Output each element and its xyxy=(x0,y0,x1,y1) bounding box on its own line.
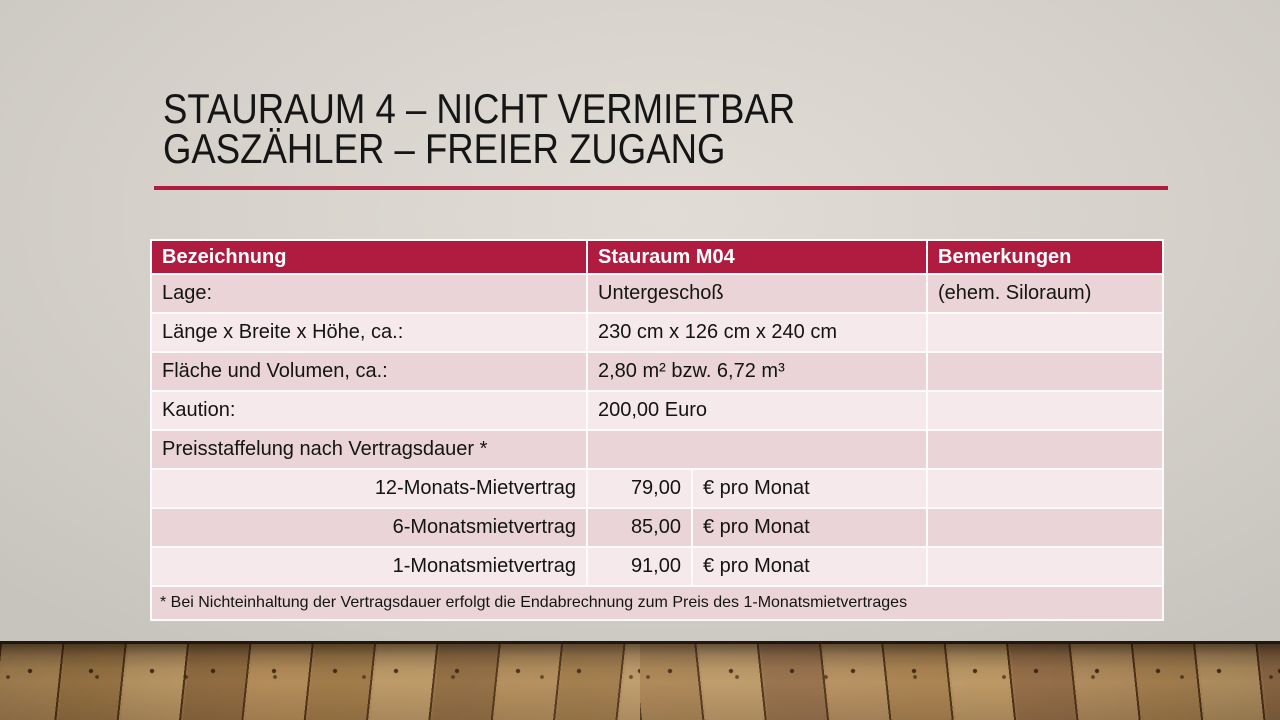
cell-6m-price: 85,00 xyxy=(588,509,691,546)
cell-1m-unit: € pro Monat xyxy=(693,548,926,585)
slide-title: STAURAUM 4 – NICHT VERMIETBAR GASZÄHLER … xyxy=(163,85,796,172)
cell-12m-label: 12-Monats-Mietvertrag xyxy=(152,470,586,507)
storage-room-table: Bezeichnung Stauraum M04 Bemerkungen Lag… xyxy=(150,239,1164,621)
cell-preisstaffelung-label: Preisstaffelung nach Vertragsdauer * xyxy=(152,431,586,468)
cell-1m-price: 91,00 xyxy=(588,548,691,585)
cell-kaution-remark xyxy=(928,392,1162,429)
wood-floor-image xyxy=(0,641,1280,720)
cell-area-remark xyxy=(928,353,1162,390)
wood-floor-left xyxy=(0,644,640,720)
cell-12m-price: 79,00 xyxy=(588,470,691,507)
cell-kaution-value: 200,00 Euro xyxy=(588,392,926,429)
cell-lage-label: Lage: xyxy=(152,275,586,312)
cell-12m-remark xyxy=(928,470,1162,507)
cell-preisstaffelung-value xyxy=(588,431,926,468)
cell-6m-remark xyxy=(928,509,1162,546)
table-footnote: * Bei Nichteinhaltung der Vertragsdauer … xyxy=(152,587,1162,619)
cell-dimensions-value: 230 cm x 126 cm x 240 cm xyxy=(588,314,926,351)
cell-area-value: 2,80 m² bzw. 6,72 m³ xyxy=(588,353,926,390)
cell-1m-remark xyxy=(928,548,1162,585)
cell-kaution-label: Kaution: xyxy=(152,392,586,429)
wood-floor-right xyxy=(640,644,1280,720)
slide-title-line2: GASZÄHLER – FREIER ZUGANG xyxy=(163,125,726,172)
header-cell-stauraum: Stauraum M04 xyxy=(588,241,926,273)
cell-dimensions-remark xyxy=(928,314,1162,351)
header-cell-bemerkungen: Bemerkungen xyxy=(928,241,1162,273)
cell-lage-value: Untergeschoß xyxy=(588,275,926,312)
cell-area-label: Fläche und Volumen, ca.: xyxy=(152,353,586,390)
cell-dimensions-label: Länge x Breite x Höhe, ca.: xyxy=(152,314,586,351)
slide-title-line1: STAURAUM 4 – NICHT VERMIETBAR xyxy=(163,85,796,132)
header-cell-bezeichnung: Bezeichnung xyxy=(152,241,586,273)
cell-lage-remark: (ehem. Siloraum) xyxy=(928,275,1162,312)
cell-6m-label: 6-Monatsmietvertrag xyxy=(152,509,586,546)
cell-6m-unit: € pro Monat xyxy=(693,509,926,546)
title-underline-divider xyxy=(154,186,1168,190)
cell-12m-unit: € pro Monat xyxy=(693,470,926,507)
cell-preisstaffelung-remark xyxy=(928,431,1162,468)
cell-1m-label: 1-Monatsmietvertrag xyxy=(152,548,586,585)
